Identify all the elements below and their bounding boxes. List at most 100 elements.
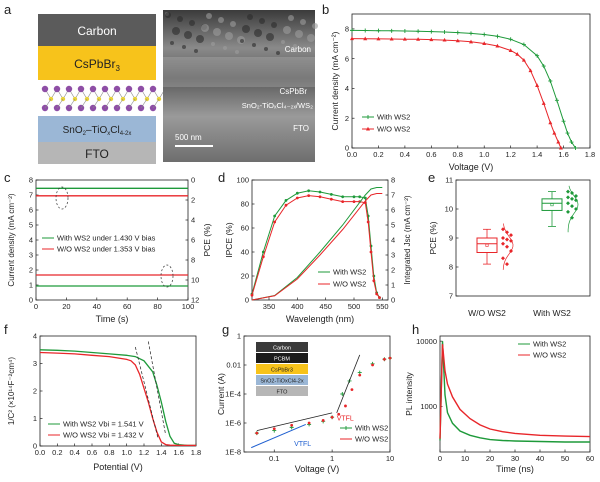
b-series-point — [350, 36, 354, 41]
b-x-tick-label: 1.8 — [585, 150, 595, 159]
w-atom — [101, 85, 109, 93]
e-data-point — [570, 204, 574, 209]
g-inset-layer — [256, 386, 308, 396]
b-series-point — [561, 119, 566, 124]
b-x-tick-label: 0.2 — [373, 150, 383, 159]
g-annotation-vtfl: VTFL — [294, 441, 311, 448]
panel-letter: h — [412, 322, 419, 337]
f-y-tick-label: 1 — [33, 414, 37, 423]
e-data-point — [566, 195, 570, 200]
ws2-bond — [80, 98, 88, 109]
e-data-point — [570, 196, 574, 201]
g-x-tick-label: 1 — [330, 454, 334, 463]
d-series-point — [307, 189, 311, 193]
f-x-tick-label: 1.4 — [156, 448, 166, 457]
c-y-tick-label: 7 — [29, 191, 33, 200]
b-y-tick-label: 0 — [345, 144, 349, 153]
b-series-point — [508, 37, 513, 42]
ws2-bond — [68, 98, 76, 109]
d-series-point — [372, 279, 376, 283]
h-legend-without-label: W/O WS2 — [533, 351, 566, 360]
b-series-point — [482, 32, 487, 37]
h-y-tick-label: 1000 — [420, 402, 437, 411]
b-x-tick-label: 0.0 — [347, 150, 357, 159]
d-series-point — [363, 196, 367, 200]
f-x-tick-label: 1.6 — [173, 448, 183, 457]
sem-label-etl: SnO₂-TiOₓCl₄₋₂ₓ/WS₂ — [242, 101, 313, 110]
c-y-tick-label: 6 — [29, 206, 33, 215]
c-y-tick-label: 0 — [29, 296, 33, 305]
h-x-tick-label: 40 — [536, 454, 544, 463]
b-series-point — [442, 37, 447, 42]
h-x-tick-label: 0 — [438, 454, 442, 463]
b-y-tick-label: 4 — [345, 84, 349, 93]
h-legend-with-label: With WS2 — [533, 340, 566, 349]
panel-f: 0.0 0.2 0.4 0.6 0.8 1.0 1.2 1.4 1.6 1.8 0 1 2 3 4 Poten… — [7, 332, 201, 472]
f-x-tick-label: 1.0 — [121, 448, 131, 457]
sem-grain — [312, 23, 318, 29]
d-y-tick-label: 100 — [236, 176, 249, 185]
b-series-point — [402, 28, 407, 33]
b-series-point — [389, 36, 394, 41]
d-series-point — [341, 195, 345, 199]
sem-grain — [247, 14, 253, 20]
f-y-tick-label: 4 — [33, 332, 37, 341]
c-x-tick-label: 0 — [34, 302, 38, 311]
e-data-point — [505, 262, 509, 267]
h-xlabel: Time (ns) — [496, 464, 534, 474]
d-y-tick-label: 20 — [241, 272, 249, 281]
panel-letter: d — [218, 170, 225, 185]
ws2-bond — [140, 98, 148, 109]
sem-grain — [252, 43, 256, 47]
d-series-point — [273, 220, 277, 224]
d-y2-tick-label: 8 — [391, 176, 395, 185]
g-series-point — [307, 421, 311, 425]
c-x-tick-label: 40 — [93, 302, 101, 311]
b-series-point — [416, 29, 421, 34]
sem-grain — [305, 48, 309, 52]
f-fit-line — [134, 346, 159, 438]
c-xlabel: Time (s) — [96, 314, 129, 324]
d-y2-tick-label: 4 — [391, 236, 395, 245]
sem-perovskite-band — [163, 57, 315, 87]
g-series-point — [340, 392, 345, 396]
b-series-point — [554, 98, 559, 103]
sem-grain — [201, 24, 209, 32]
c-ylabel: Current density (mA cm⁻²) — [7, 193, 16, 286]
d-y2-tick-label: 1 — [391, 281, 395, 290]
panel-letter: e — [428, 170, 435, 185]
d-series-point — [375, 292, 379, 296]
b-series-point — [389, 28, 394, 33]
d-y2-tick-label: 2 — [391, 266, 395, 275]
w-atom — [137, 85, 145, 93]
sem-grain — [266, 33, 274, 41]
w-atom — [113, 85, 121, 93]
sem-grain — [177, 16, 183, 22]
ws2-bond — [92, 98, 100, 109]
sem-grain — [182, 45, 186, 49]
b-x-tick-label: 1.6 — [558, 150, 568, 159]
b-series-point — [482, 41, 487, 45]
d-x-tick-label: 550 — [376, 302, 389, 311]
d-x-tick-label: 400 — [291, 302, 304, 311]
b-x-tick-label: 1.2 — [505, 150, 515, 159]
c-y-tick-label: 2 — [29, 266, 33, 275]
g-inset-layer — [256, 342, 308, 352]
panel-letter: c — [4, 170, 11, 185]
c-right-axis-marker — [160, 264, 174, 288]
e-box — [541, 198, 563, 211]
b-series-point — [455, 38, 460, 43]
d-series-point — [352, 195, 356, 199]
b-series-point — [541, 101, 546, 105]
b-series-point — [363, 28, 368, 33]
ws2-bond — [152, 98, 160, 109]
sem-grain — [225, 32, 233, 40]
c-y2-tick-label: 10 — [191, 276, 199, 285]
d-y-tick-label: 0 — [245, 296, 249, 305]
d-series-point — [284, 203, 288, 207]
d-series-point — [358, 195, 362, 199]
panel-h: 0 10 20 30 40 50 60 1000 10000 Time (ns) PL intens… — [404, 335, 594, 474]
ws2-bond — [116, 98, 124, 109]
e-data-point — [501, 236, 505, 240]
